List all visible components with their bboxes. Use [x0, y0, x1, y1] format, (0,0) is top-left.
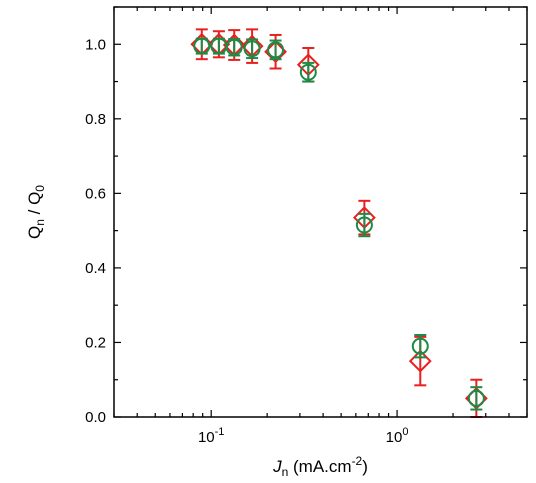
x-label-end: ): [362, 457, 368, 476]
x-label-sup: -2: [352, 454, 363, 468]
x-tick-label: 100: [386, 426, 409, 446]
data-point-circle: [411, 337, 429, 355]
y-label-sub2: 0: [33, 185, 47, 192]
plot-frame: [113, 6, 528, 418]
y-tick-label: 0.4: [85, 260, 106, 277]
series-circle: [193, 37, 485, 411]
x-tick-exp: 0: [402, 426, 408, 438]
x-axis-label: Jn (mA.cm-2): [272, 454, 368, 479]
points-layer: [190, 28, 488, 418]
x-tick-base: 10: [198, 429, 215, 446]
y-tick-label: 0.6: [85, 185, 106, 202]
data-point-circle: [243, 40, 261, 58]
x-label-rest: (mA.cm: [288, 457, 351, 476]
y-axis-label: Qn / Q0: [25, 185, 47, 239]
data-point-circle: [193, 37, 211, 55]
y-label-q1: Q: [25, 226, 44, 239]
data-point-circle: [355, 216, 373, 234]
y-tick-label: 0.8: [85, 111, 106, 128]
x-label-main: J: [272, 457, 282, 476]
data-point-circle: [225, 38, 243, 56]
data-point-diamond: [408, 349, 432, 373]
x-label-sub: n: [282, 465, 289, 479]
y-label-sub1: n: [33, 219, 47, 226]
data-point-circle: [299, 63, 317, 81]
data-point-circle: [267, 41, 285, 59]
y-tick-label: 0.0: [85, 409, 106, 426]
series-diamond: [190, 28, 488, 418]
x-tick-exp: -1: [215, 426, 225, 438]
x-tick-label: 10-1: [198, 426, 224, 446]
data-point-circle: [467, 389, 485, 407]
y-label-mid: / Q: [25, 192, 44, 219]
x-tick-base: 10: [386, 429, 403, 446]
y-tick-label: 0.2: [85, 334, 106, 351]
y-tick-label: 1.0: [85, 36, 106, 53]
